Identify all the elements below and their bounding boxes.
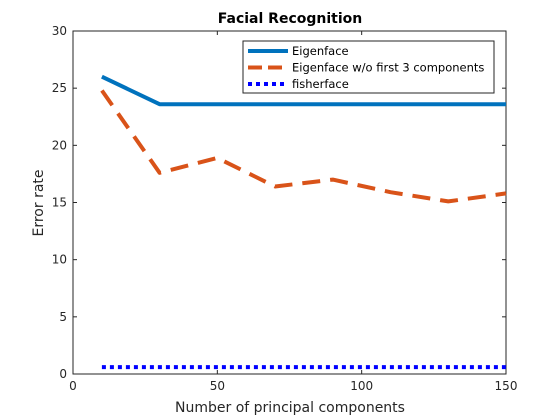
legend-label: Eigenface <box>292 44 349 58</box>
y-tick-label: 5 <box>59 310 67 324</box>
legend-label: Eigenface w/o first 3 components <box>292 61 484 75</box>
y-tick-label: 0 <box>59 367 67 381</box>
series-line-eigenface <box>101 74 506 107</box>
y-tick-label: 25 <box>52 81 67 95</box>
y-tick-label: 10 <box>52 253 67 267</box>
y-tick-label: 15 <box>52 196 67 210</box>
x-tick-label: 0 <box>69 379 77 393</box>
legend-label: fisherface <box>292 77 349 91</box>
x-tick-label: 150 <box>495 379 518 393</box>
y-axis-label: Error rate <box>31 169 47 236</box>
y-tick-label: 20 <box>52 138 67 152</box>
x-tick-label: 50 <box>210 379 225 393</box>
x-axis-label: Number of principal components <box>175 400 405 416</box>
x-tick-label: 100 <box>350 379 373 393</box>
legend: Eigenface Eigenface w/o first 3 component… <box>242 40 495 94</box>
chart-title: Facial Recognition <box>218 11 362 27</box>
y-tick-label: 30 <box>52 24 67 38</box>
series-line-eigenface-w-o-first-3-components <box>100 89 507 204</box>
